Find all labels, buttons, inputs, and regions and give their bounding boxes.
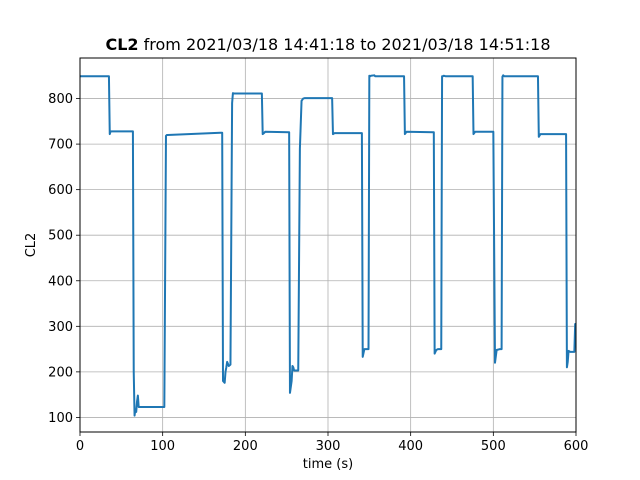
x-tick-label: 400 bbox=[398, 439, 423, 454]
chart-title-rest: from 2021/03/18 14:41:18 to 2021/03/18 1… bbox=[139, 35, 551, 54]
chart-title: CL2 from 2021/03/18 14:41:18 to 2021/03/… bbox=[105, 35, 550, 54]
series-group bbox=[80, 74, 576, 417]
x-tick-label: 200 bbox=[233, 439, 258, 454]
y-axis-label: CL2 bbox=[24, 233, 39, 258]
y-tick-label: 700 bbox=[48, 138, 73, 153]
y-axis: 100 200 300 400 500 600 700 800 bbox=[48, 92, 80, 426]
x-tick-label: 600 bbox=[564, 439, 589, 454]
y-tick-label: 400 bbox=[48, 274, 73, 289]
y-tick-label: 100 bbox=[48, 411, 73, 426]
y-tick-label: 200 bbox=[48, 365, 73, 380]
chart-title-bold: CL2 bbox=[105, 35, 138, 54]
y-tick-label: 600 bbox=[48, 183, 73, 198]
x-axis-label: time (s) bbox=[303, 457, 353, 472]
x-axis: 0 100 200 300 400 500 600 bbox=[76, 432, 589, 454]
y-tick-label: 300 bbox=[48, 320, 73, 335]
x-tick-label: 100 bbox=[150, 439, 175, 454]
y-tick-label: 800 bbox=[48, 92, 73, 107]
x-tick-label: 300 bbox=[316, 439, 341, 454]
x-tick-label: 0 bbox=[76, 439, 84, 454]
x-tick-label: 500 bbox=[481, 439, 506, 454]
series-line bbox=[80, 74, 576, 417]
y-tick-label: 500 bbox=[48, 229, 73, 244]
